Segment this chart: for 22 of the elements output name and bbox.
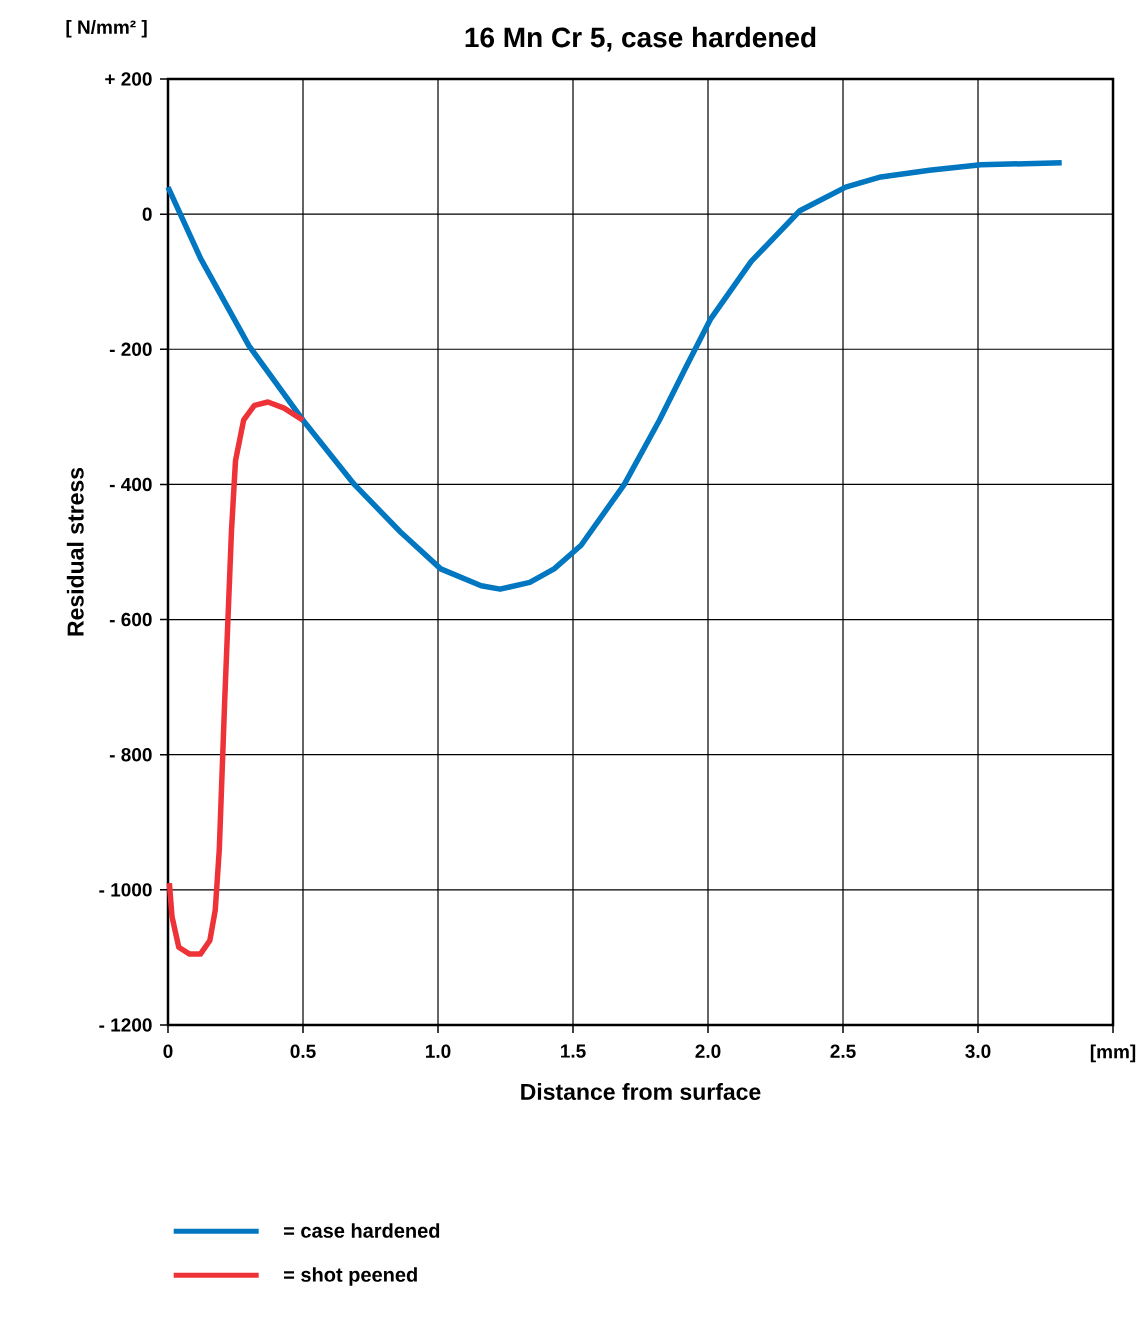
text: [ N/mm² ] — [66, 19, 147, 38]
x-tick-label: 0 — [163, 1044, 173, 1058]
y-tick-label: + 200 — [105, 72, 152, 86]
x-tick-label: 3.0 — [965, 1044, 991, 1059]
chart-title: 16 Mn Cr 5, case hardened — [465, 26, 816, 52]
y-tick-label: - 400 — [109, 477, 152, 492]
legend-label: = case hardened — [284, 1223, 440, 1238]
x-tick-label: 2.0 — [695, 1044, 721, 1058]
y-tick-label: - 1000 — [99, 883, 152, 897]
x-tick-label: 1.0 — [425, 1044, 451, 1058]
x-axis-title: Distance from surface — [521, 1083, 761, 1100]
x-tick-label: 1.5 — [560, 1044, 586, 1058]
y-tick-label: 0 — [142, 207, 152, 221]
y-tick-label: - 800 — [109, 747, 152, 762]
x-tick-label: 0.5 — [290, 1044, 316, 1058]
y-tick-label: - 1200 — [99, 1018, 152, 1032]
y-axis-title: Residual stress — [66, 467, 84, 636]
x-tick-label: 2.5 — [830, 1044, 856, 1058]
y-tick-label: - 200 — [109, 342, 152, 357]
legend-label: = shot peened — [284, 1267, 417, 1286]
y-tick-label: - 600 — [109, 612, 152, 627]
x-tick-label: [mm] — [1090, 1044, 1136, 1063]
